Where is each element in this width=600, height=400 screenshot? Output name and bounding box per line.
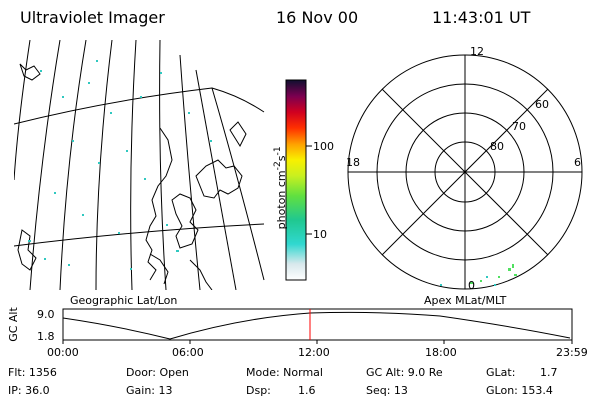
timeline-ylabel: GC Alt — [6, 307, 20, 342]
status-ip: IP: 36.0 — [8, 384, 50, 397]
polar-label-0: 0 — [468, 279, 475, 292]
status-flt: Flt: 1356 — [8, 366, 57, 379]
altitude-curve — [62, 311, 571, 340]
status-glat: GLat: — [486, 366, 516, 379]
status-mode: Mode: Normal — [246, 366, 323, 379]
instrument-title: Ultraviolet Imager — [20, 8, 165, 27]
polar-label-60: 60 — [535, 98, 549, 111]
polar-label-6: 6 — [574, 156, 581, 169]
colorbar-tick-10: 10 — [313, 228, 327, 241]
status-glat-value: 1.7 — [540, 366, 558, 379]
timeline-tick-2359: 23:59 — [556, 346, 588, 359]
polar-plot — [347, 54, 583, 290]
colorbar-tick-100: 100 — [313, 140, 334, 153]
status-gain: Gain: 13 — [126, 384, 173, 397]
geographic-map — [14, 40, 265, 290]
status-dsp: Dsp: — [246, 384, 271, 397]
timeline-tick-1200: 12:00 — [298, 346, 330, 359]
geographic-label: Geographic Lat/Lon — [70, 294, 178, 307]
status-gc-alt: GC Alt: 9.0 Re — [366, 366, 443, 379]
timeline-tick-0600: 06:00 — [172, 346, 204, 359]
timeline-tick-1800: 18:00 — [425, 346, 457, 359]
status-door: Door: Open — [126, 366, 189, 379]
polar-emission — [470, 264, 517, 284]
colorbar-unit-label: photon cm-2s-1 — [272, 146, 288, 230]
colorbar — [285, 79, 307, 281]
polar-label-12: 12 — [470, 45, 484, 58]
polar-label-80: 80 — [490, 140, 504, 153]
status-dsp-value: 1.6 — [298, 384, 316, 397]
timeline-tick-0000: 00:00 — [47, 346, 79, 359]
status-seq: Seq: 13 — [366, 384, 408, 397]
polar-label-70: 70 — [512, 120, 526, 133]
map-emission-speckles — [28, 60, 212, 270]
time-label: 11:43:01 UT — [432, 8, 531, 27]
apex-label: Apex MLat/MLT — [424, 294, 507, 307]
status-glon: GLon: 153.4 — [486, 384, 553, 397]
date-label: 16 Nov 00 — [276, 8, 359, 27]
timeline-y-bottom: 1.8 — [37, 330, 55, 343]
polar-label-18: 18 — [346, 156, 360, 169]
timeline-y-top: 9.0 — [37, 308, 55, 321]
